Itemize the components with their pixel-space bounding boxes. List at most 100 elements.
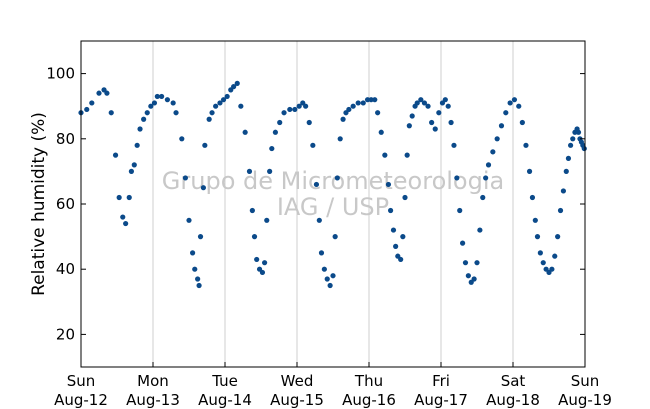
data-point — [206, 116, 212, 122]
data-point — [84, 106, 90, 113]
x-tick-date: Aug-14 — [198, 391, 252, 409]
data-point — [457, 207, 463, 214]
data-point — [164, 97, 170, 103]
y-tick-label: 60 — [56, 195, 75, 213]
data-point — [400, 234, 406, 240]
data-point — [432, 126, 438, 132]
data-point — [173, 110, 179, 116]
data-point — [249, 207, 255, 214]
data-point — [287, 106, 293, 113]
watermark-line-2: IAG / USP — [277, 193, 389, 221]
data-point — [490, 149, 496, 155]
data-point — [557, 207, 564, 214]
data-point — [277, 119, 283, 126]
data-point — [568, 142, 574, 148]
x-tick-day: Sun — [67, 372, 96, 390]
data-point — [190, 250, 196, 256]
data-point — [264, 217, 270, 223]
x-tick-day: Tue — [211, 372, 238, 390]
data-point — [120, 214, 126, 220]
data-point — [272, 129, 278, 135]
data-point — [570, 136, 576, 142]
data-point — [195, 276, 201, 282]
data-point — [526, 168, 533, 174]
data-point — [318, 250, 325, 256]
data-point — [425, 103, 431, 109]
data-point — [170, 100, 176, 106]
x-tick-date: Aug-17 — [414, 391, 468, 409]
data-point — [108, 110, 114, 116]
data-point — [186, 217, 192, 223]
data-point — [406, 123, 412, 129]
data-point — [137, 126, 143, 132]
data-point — [134, 142, 140, 148]
data-point — [126, 194, 132, 201]
data-point — [355, 100, 361, 106]
data-point — [429, 119, 435, 126]
data-point — [402, 194, 408, 201]
data-point — [234, 80, 240, 86]
data-point — [494, 136, 500, 142]
x-tick-date: Aug-16 — [342, 391, 396, 409]
data-point — [303, 103, 309, 109]
x-tick-date: Aug-15 — [270, 391, 324, 409]
data-point — [259, 269, 266, 276]
data-point — [581, 145, 587, 152]
data-point — [332, 234, 338, 240]
data-point — [364, 97, 371, 103]
data-point — [516, 103, 522, 109]
data-point — [179, 136, 185, 142]
data-point — [532, 217, 538, 223]
data-point — [418, 97, 424, 103]
data-point — [414, 100, 420, 106]
data-point — [360, 100, 366, 106]
data-point — [242, 129, 248, 135]
data-point — [148, 103, 154, 109]
data-point — [116, 194, 122, 201]
data-point — [445, 103, 451, 109]
data-point — [340, 116, 346, 122]
data-point — [563, 168, 569, 174]
data-point — [460, 240, 466, 246]
data-point — [313, 181, 320, 188]
data-point — [483, 175, 489, 181]
data-point — [196, 282, 202, 289]
data-point — [485, 162, 492, 168]
data-points — [78, 80, 587, 289]
data-point — [112, 152, 119, 158]
data-point — [89, 100, 95, 106]
x-tick-date: Aug-19 — [558, 391, 612, 409]
x-tick-day: Mon — [137, 372, 169, 390]
data-point — [534, 234, 541, 240]
data-point — [324, 276, 330, 282]
data-point — [96, 90, 102, 96]
data-point — [390, 227, 397, 233]
data-point — [254, 256, 260, 263]
data-point — [465, 273, 471, 279]
data-point — [346, 106, 352, 113]
data-point — [398, 256, 404, 263]
x-tick-date: Aug-13 — [126, 391, 180, 409]
data-point — [552, 253, 558, 259]
data-point — [555, 234, 561, 240]
data-point — [388, 207, 394, 214]
data-point — [292, 106, 298, 113]
data-point — [421, 100, 428, 106]
data-point — [141, 116, 147, 122]
data-point — [471, 276, 477, 282]
data-point — [182, 175, 188, 181]
data-point — [477, 227, 483, 233]
data-point — [231, 84, 237, 90]
data-point — [238, 103, 244, 109]
data-point — [220, 97, 227, 103]
data-point — [382, 152, 388, 158]
data-point — [529, 194, 536, 201]
data-point — [442, 97, 448, 103]
y-tick-label: 20 — [56, 325, 75, 343]
y-tick-label: 100 — [46, 65, 75, 83]
data-point — [104, 90, 110, 96]
data-point — [409, 113, 415, 119]
data-point — [327, 282, 333, 289]
data-point — [474, 260, 480, 266]
data-point — [350, 103, 356, 109]
